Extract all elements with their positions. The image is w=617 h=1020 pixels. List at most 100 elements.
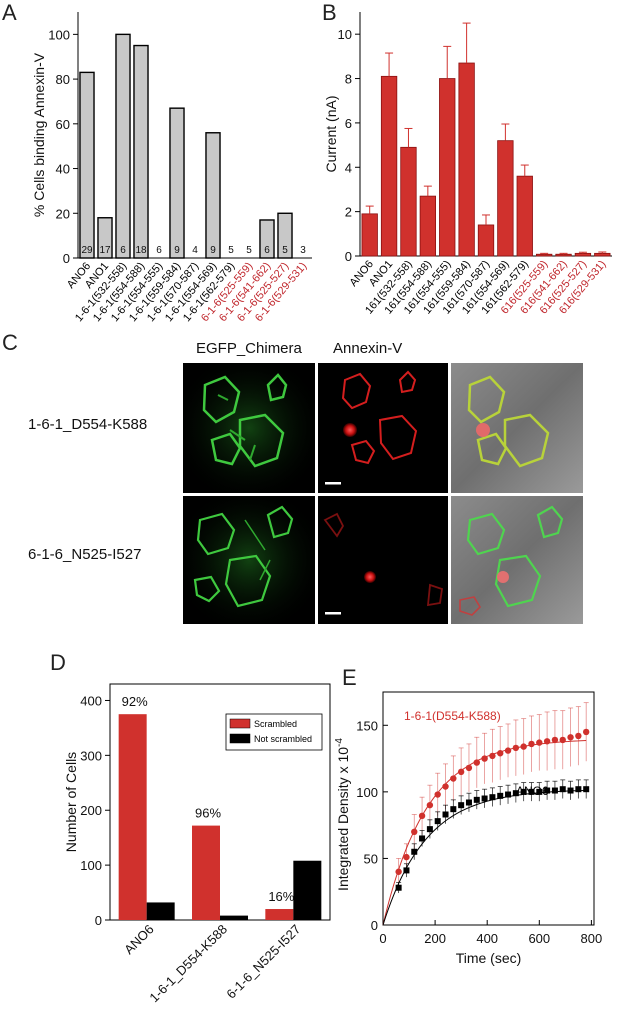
data-point-e [582,728,590,736]
fit-curve-e [382,789,587,926]
x-tick-label-e: 200 [424,931,446,946]
n-label-a: 5 [246,245,252,256]
percent-label-d: 96% [195,806,221,821]
n-label-a: 17 [99,245,111,256]
micrograph-merge-616 [451,496,583,624]
data-point-e [442,783,449,790]
data-point-e [504,747,512,754]
data-point-e [465,764,473,772]
n-label-a: 29 [81,245,93,256]
bar-scrambled [118,714,147,920]
data-point-e [559,786,566,793]
data-point-e [457,768,465,776]
bar-b [361,213,378,257]
category-label-d: 6-1-6_N525-I527 [223,922,303,1002]
bar-a [115,33,131,259]
chart-d: 0 100 200 300 400 Number of Cells 92% ANO6 96% 1-… [63,683,331,1005]
data-point-e [411,848,418,855]
bar-b [419,195,437,257]
bar-not-scrambled [146,902,175,920]
y-tick-label-d: 300 [80,748,102,763]
bar-b [439,78,456,257]
bar-a [277,212,293,259]
n-label-a: 5 [282,245,288,256]
y-axis-label-exponent-e: -4 [334,738,345,747]
y-tick-label-a: 20 [56,206,70,221]
y-axis-label-a: % Cells binding Annexin-V [31,52,47,217]
y-tick-label-b: 0 [345,249,352,264]
data-point-e [458,802,465,809]
x-tick-label-e: 400 [476,931,498,946]
y-tick-label-b: 4 [345,160,352,175]
series-label-black-e: ANO6 [516,784,549,798]
bar-a [205,132,221,259]
bar-scrambled [265,909,294,920]
micrograph-merge-161 [451,363,583,493]
n-label-a: 6 [120,245,126,256]
bar-a [133,44,149,259]
data-point-e [442,811,449,818]
bar-b [497,140,514,257]
bar-scrambled [192,825,220,920]
data-point-e [434,791,441,798]
micrograph-egfp-616 [183,496,315,624]
micrograph-egfp-161 [183,363,315,493]
data-point-e [403,867,410,874]
data-point-e [395,884,402,891]
data-point-e [489,752,496,760]
data-point-e [489,794,496,801]
row-label-161: 1-6-1_D554-K588 [28,416,147,433]
data-point-e [528,740,535,748]
data-point-e [551,787,558,794]
data-point-e [497,792,504,799]
data-point-e [450,806,457,813]
data-point-e [520,743,527,750]
x-tick-label-e: 600 [528,931,550,946]
x-tick-label-e: 0 [379,931,386,946]
y-tick-label-e: 50 [364,851,378,866]
n-label-a: 6 [156,245,162,256]
y-tick-label-d: 400 [80,693,102,708]
bar-b [536,253,553,257]
bar-b [555,253,572,257]
row-label-616: 6-1-6_N525-I527 [28,546,141,563]
n-label-a: 9 [210,245,216,256]
data-point-e [481,755,488,762]
n-label-a: 4 [192,245,198,256]
panel-letter-c: C [2,330,18,355]
legend-swatch-d [229,733,251,744]
n-label-a: 5 [228,245,234,256]
chart-e: 0 200 400 600 800 0 50 100 150 Time (sec) Integrat… [334,691,602,966]
y-tick-label-b: 6 [345,116,352,131]
data-point-e [544,787,551,794]
bar-not-scrambled [293,860,322,920]
category-label-d: ANO6 [121,922,157,958]
panel-letter-b: B [322,0,337,25]
data-point-e [419,835,426,842]
data-point-e [450,775,457,782]
data-point-e [567,787,574,794]
bar-b [400,146,417,257]
data-point-e [505,791,512,798]
y-tick-label-e: 0 [371,918,378,933]
bar-b [574,252,592,257]
data-point-e [426,801,434,809]
data-point-e [465,799,472,806]
data-point-e [473,759,480,766]
data-point-e [418,812,426,820]
data-point-e [528,788,535,795]
column-label-egfp: EGFP_Chimera [196,340,303,357]
bar-not-scrambled [220,915,248,920]
bar-a [169,107,185,259]
micrograph-annexin-161 [318,363,448,493]
y-axis-label-d: Number of Cells [63,752,79,852]
column-label-annexin: Annexin-V [333,340,402,357]
bar-b [477,224,495,257]
data-point-e [512,790,519,797]
micrograph-annexin-616 [318,496,448,624]
data-point-e [575,732,582,740]
panel-letter-d: D [50,650,66,675]
